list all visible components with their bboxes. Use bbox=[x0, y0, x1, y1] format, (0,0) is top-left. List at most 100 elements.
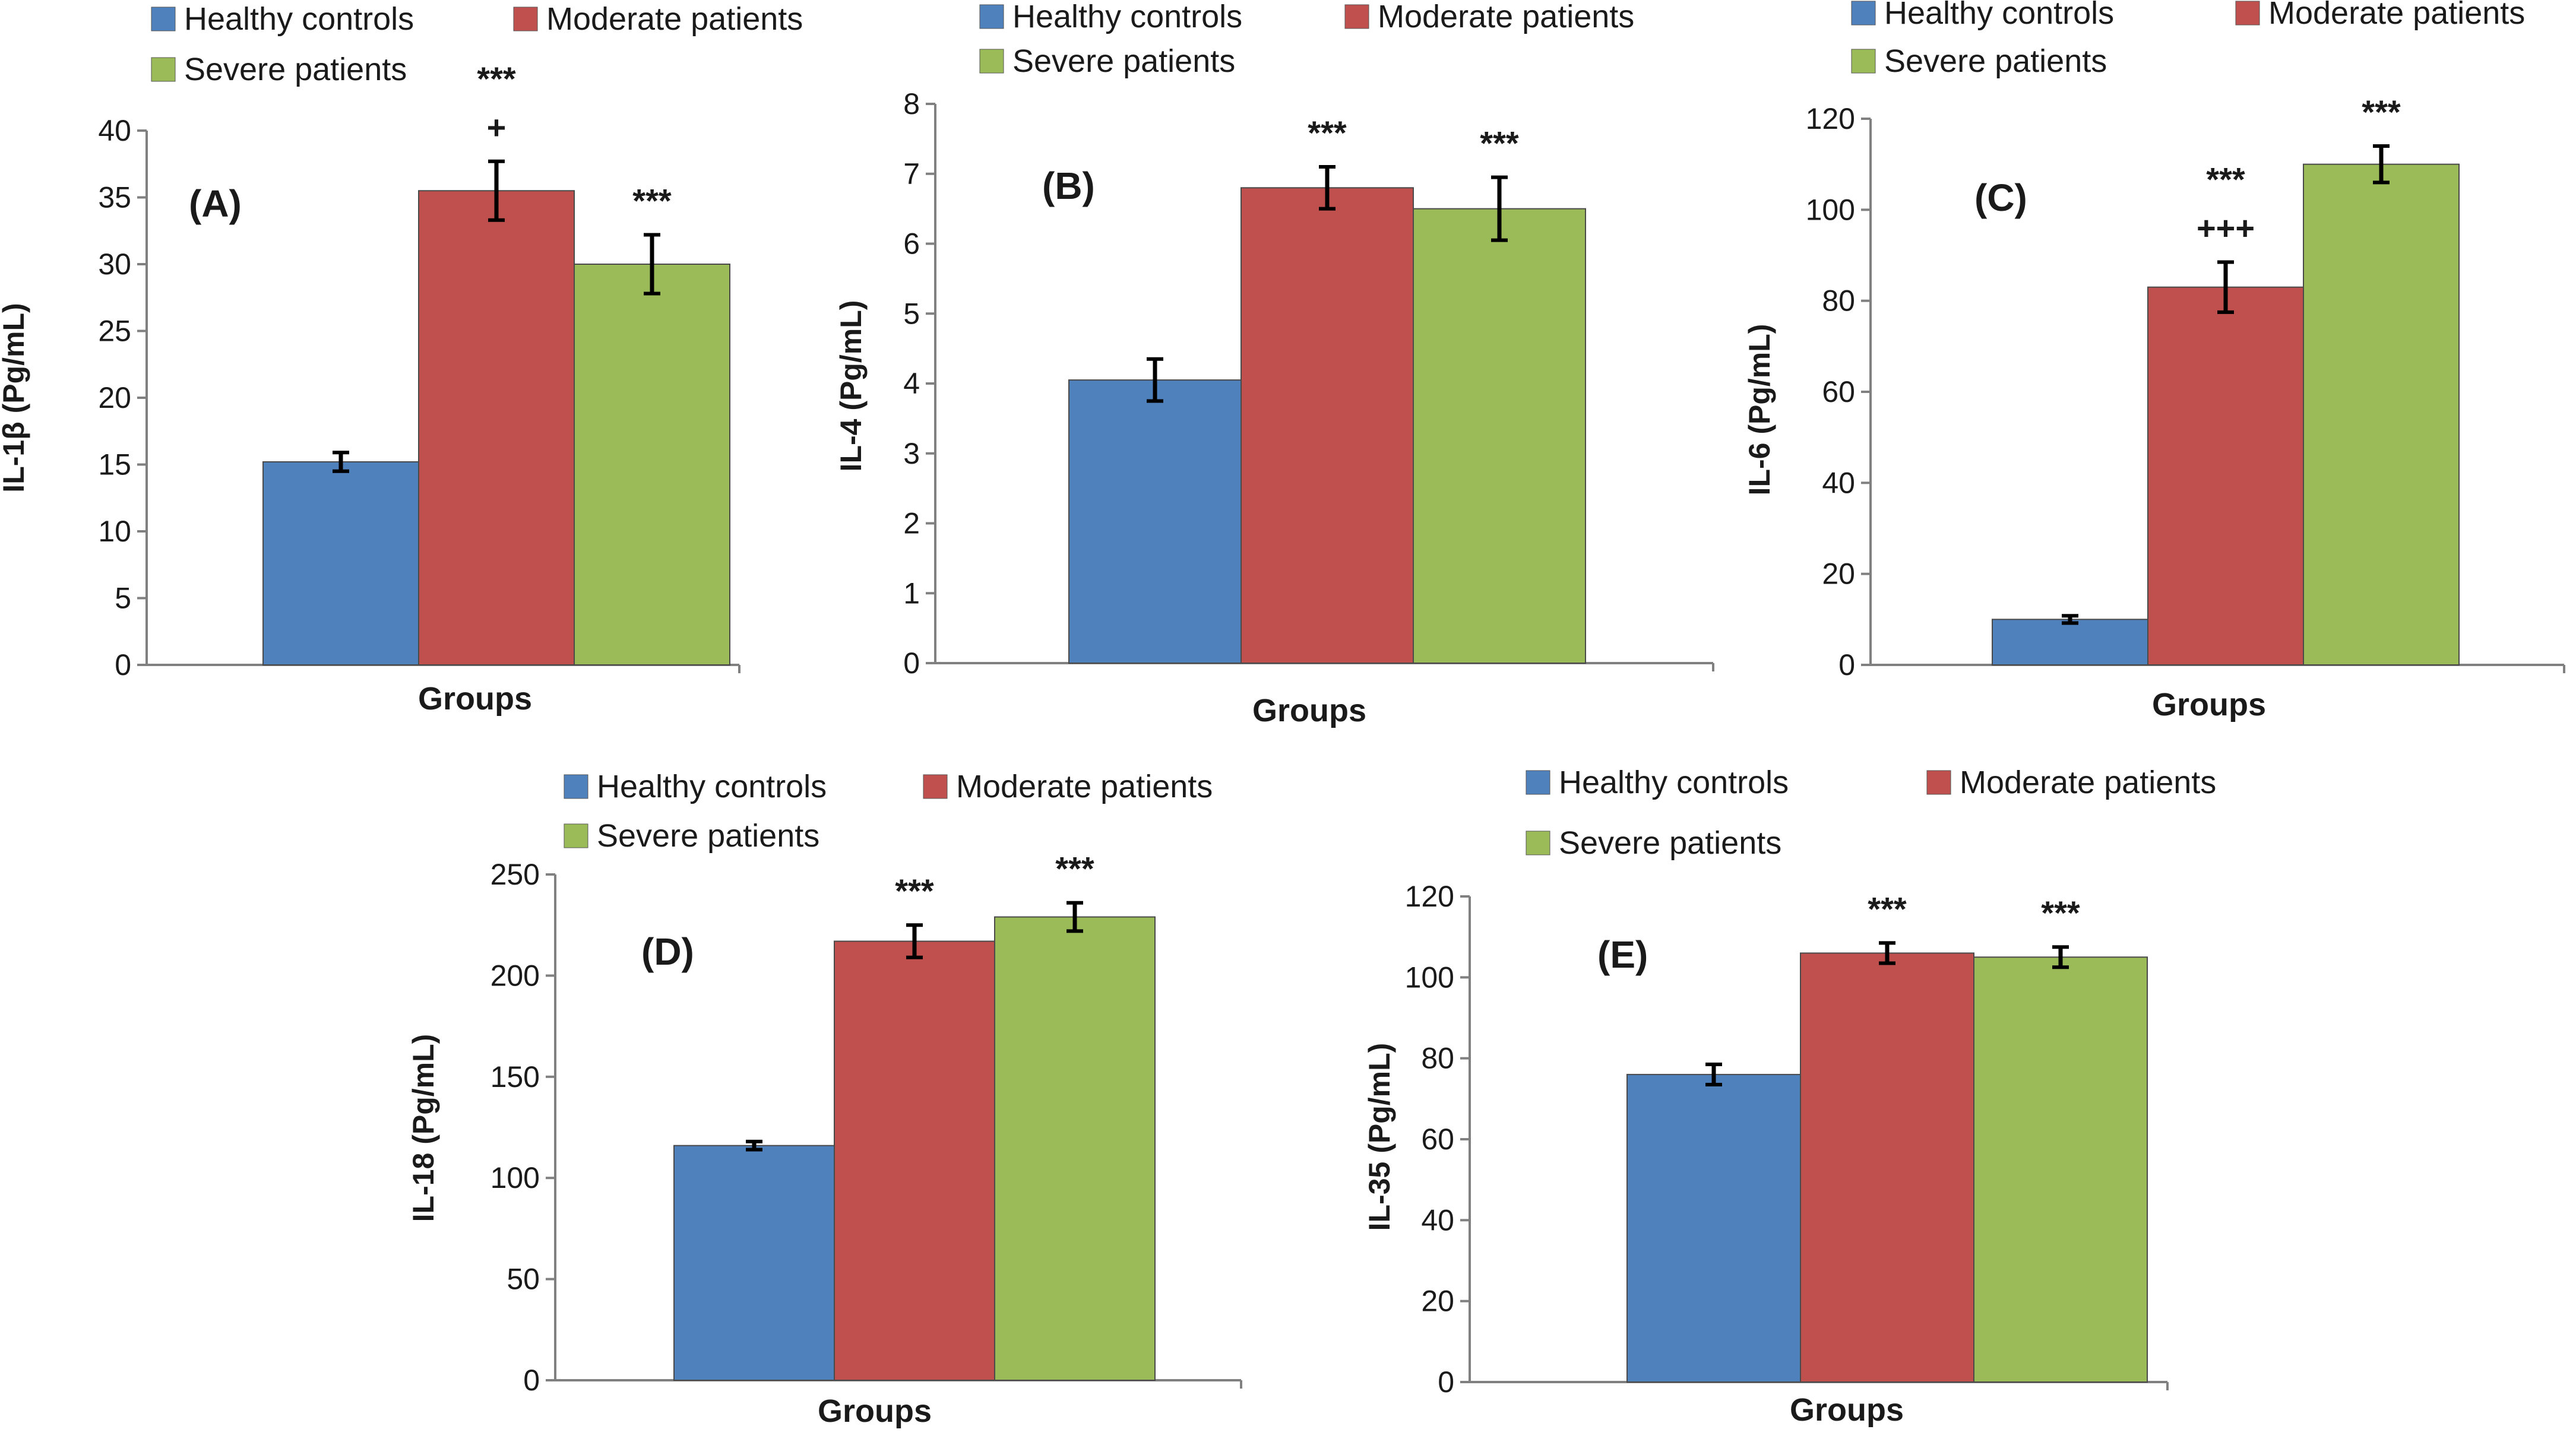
y-tick-label: 15 bbox=[98, 448, 131, 481]
chart-panel-a: Healthy controls Moderate patients Severe … bbox=[0, 1, 803, 717]
legend-swatch-severe bbox=[1851, 49, 1876, 74]
legend-label-healthy: Healthy controls bbox=[1559, 765, 1789, 800]
panel-label: (E) bbox=[1597, 933, 1648, 976]
bar-healthy bbox=[1626, 1073, 1801, 1383]
y-tick-label: 20 bbox=[1421, 1285, 1454, 1318]
bar-healthy bbox=[1992, 619, 2148, 666]
x-axis-label: Groups bbox=[818, 1393, 932, 1429]
legend-swatch-moderate bbox=[1344, 4, 1369, 29]
y-tick-label: 0 bbox=[1438, 1365, 1454, 1399]
y-axis-label: IL-1β (Pg/mL) bbox=[0, 303, 30, 492]
y-tick-label: 120 bbox=[1405, 880, 1454, 913]
legend-swatch-moderate bbox=[2235, 1, 2260, 26]
significance-marker-moderate: *** bbox=[2206, 161, 2245, 198]
panel-label: (B) bbox=[1042, 164, 1095, 207]
panel-label: (C) bbox=[1974, 176, 2027, 219]
significance-marker-moderate: + bbox=[487, 109, 507, 146]
legend: Healthy controls Moderate patients Severe … bbox=[564, 769, 1213, 854]
y-tick-label: 100 bbox=[490, 1161, 540, 1194]
significance-marker-severe: *** bbox=[1055, 850, 1094, 888]
significance-marker-moderate: *** bbox=[477, 60, 516, 97]
y-tick-label: 0 bbox=[903, 646, 920, 680]
significance-marker-moderate: *** bbox=[895, 872, 934, 909]
bar-severe bbox=[574, 264, 730, 665]
significance-marker-severe: *** bbox=[2041, 894, 2080, 931]
legend-swatch-severe bbox=[151, 57, 176, 82]
legend-label-severe: Severe patients bbox=[597, 818, 819, 854]
bar-severe bbox=[1973, 956, 2148, 1383]
legend-swatch-moderate bbox=[923, 774, 948, 799]
legend-label-severe: Severe patients bbox=[1884, 43, 2107, 79]
y-tick-label: 1 bbox=[903, 576, 920, 610]
y-tick-label: 80 bbox=[1822, 284, 1855, 318]
bar-severe bbox=[2303, 163, 2460, 665]
legend-label-moderate: Moderate patients bbox=[546, 1, 803, 37]
y-tick-label: 120 bbox=[1806, 102, 1855, 135]
chart-panel-e: Healthy controls Moderate patients Severe … bbox=[1363, 765, 2216, 1428]
y-tick-label: 200 bbox=[490, 959, 540, 992]
x-axis-label: Groups bbox=[418, 681, 532, 717]
y-axis-label: IL-35 (Pg/mL) bbox=[1363, 1043, 1396, 1231]
y-tick-label: 2 bbox=[903, 507, 920, 540]
bar-severe bbox=[994, 916, 1156, 1381]
y-axis-label: IL-4 (Pg/mL) bbox=[834, 300, 868, 472]
y-tick-label: 250 bbox=[490, 858, 540, 891]
legend-label-severe: Severe patients bbox=[1012, 43, 1235, 79]
y-tick-label: 100 bbox=[1806, 193, 1855, 226]
y-tick-label: 40 bbox=[1421, 1203, 1454, 1237]
panel-label: (A) bbox=[189, 182, 242, 225]
y-tick-label: 100 bbox=[1405, 961, 1454, 994]
x-axis-label: Groups bbox=[1252, 693, 1366, 728]
y-tick-label: 20 bbox=[98, 381, 131, 414]
y-tick-label: 0 bbox=[523, 1364, 540, 1397]
chart-panel-d: Healthy controls Moderate patients Severe … bbox=[407, 769, 1242, 1429]
y-tick-label: 50 bbox=[507, 1263, 540, 1296]
legend-swatch-healthy bbox=[564, 774, 588, 799]
significance-marker-severe: *** bbox=[2362, 93, 2401, 131]
bar-moderate bbox=[1240, 187, 1414, 664]
legend: Healthy controls Moderate patients Severe … bbox=[979, 0, 1634, 79]
bar-moderate bbox=[1800, 952, 1974, 1383]
y-tick-label: 40 bbox=[1822, 466, 1855, 499]
y-tick-label: 40 bbox=[98, 114, 131, 147]
legend-label-moderate: Moderate patients bbox=[1378, 0, 1634, 34]
legend-label-moderate: Moderate patients bbox=[2268, 0, 2525, 31]
significance-marker-severe: *** bbox=[1480, 125, 1519, 162]
chart-panel-b: Healthy controls Moderate patients Severe … bbox=[834, 0, 1714, 728]
legend: Healthy controls Moderate patients Severe … bbox=[1526, 765, 2216, 861]
y-axis-label: IL-6 (Pg/mL) bbox=[1743, 324, 1776, 496]
x-axis-label: Groups bbox=[1790, 1392, 1904, 1428]
panel-label: (D) bbox=[641, 930, 694, 973]
legend-label-healthy: Healthy controls bbox=[597, 769, 827, 804]
y-tick-label: 10 bbox=[98, 515, 131, 548]
bar-healthy bbox=[1068, 379, 1242, 664]
y-tick-label: 3 bbox=[903, 437, 920, 470]
legend-swatch-severe bbox=[979, 49, 1004, 74]
bar-moderate bbox=[834, 940, 995, 1381]
bar-moderate bbox=[418, 190, 575, 665]
legend-swatch-healthy bbox=[1526, 770, 1550, 795]
y-tick-label: 30 bbox=[98, 248, 131, 281]
y-tick-label: 150 bbox=[490, 1060, 540, 1094]
significance-marker-moderate: *** bbox=[1868, 890, 1907, 927]
y-tick-label: 5 bbox=[115, 582, 131, 615]
y-tick-label: 25 bbox=[98, 315, 131, 348]
y-tick-label: 35 bbox=[98, 181, 131, 214]
legend-swatch-healthy bbox=[151, 7, 176, 31]
legend-swatch-moderate bbox=[1926, 770, 1951, 795]
bar-healthy bbox=[262, 461, 419, 665]
legend-swatch-severe bbox=[1526, 831, 1550, 855]
bar-severe bbox=[1413, 208, 1586, 664]
y-tick-label: 8 bbox=[903, 87, 920, 121]
significance-marker-moderate: +++ bbox=[2197, 210, 2255, 247]
legend: Healthy controls Moderate patients Severe … bbox=[1851, 0, 2525, 79]
y-tick-label: 60 bbox=[1822, 375, 1855, 408]
chart-panel-c: Healthy controls Moderate patients Severe … bbox=[1743, 0, 2565, 722]
y-tick-label: 60 bbox=[1421, 1123, 1454, 1156]
y-tick-label: 20 bbox=[1822, 557, 1855, 591]
significance-marker-moderate: *** bbox=[1308, 114, 1347, 151]
y-tick-label: 80 bbox=[1421, 1042, 1454, 1075]
legend: Healthy controls Moderate patients Severe … bbox=[151, 1, 803, 87]
y-tick-label: 6 bbox=[903, 227, 920, 261]
legend-label-moderate: Moderate patients bbox=[956, 769, 1213, 804]
